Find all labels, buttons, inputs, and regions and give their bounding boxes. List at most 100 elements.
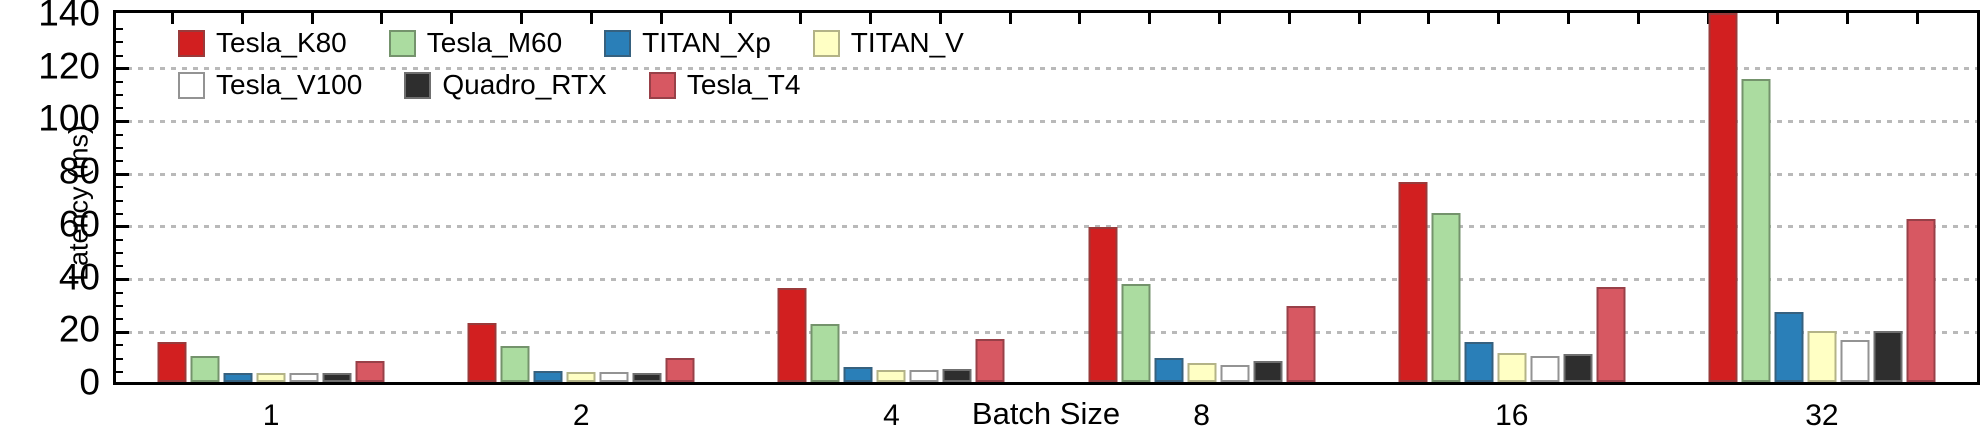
top-axis-tick: [1916, 13, 1919, 24]
y-minor-tick: [116, 304, 123, 307]
bar-group-batch-2: [467, 322, 695, 382]
top-axis-tick: [1636, 13, 1640, 24]
y-minor-tick: [116, 80, 123, 83]
x-axis-title: Batch Size: [971, 396, 1121, 431]
bar-titan_v-batch-32: [1807, 330, 1837, 382]
bar-titan_v-batch-1: [256, 373, 286, 382]
y-minor-tick: [116, 133, 123, 136]
y-tick-label-60: 60: [58, 203, 100, 245]
bar-tesla_t4-batch-32: [1906, 218, 1936, 382]
bar-titan_v-batch-2: [566, 372, 596, 382]
y-minor-tick: [116, 265, 123, 268]
bar-tesla_k80-batch-4: [777, 288, 807, 382]
bar-tesla_v100-batch-4: [909, 369, 939, 382]
top-axis-tick: [1497, 13, 1501, 24]
bar-quadro_rtx-batch-4: [942, 368, 972, 382]
bar-quadro_rtx-batch-32: [1873, 330, 1903, 382]
bar-tesla_k80-batch-8: [1088, 226, 1118, 382]
plot-area: Latency (ms) Tesla_K80 Tesla_M60 TITAN_Xp T…: [64, 10, 1980, 385]
legend: Tesla_K80 Tesla_M60 TITAN_Xp TITAN_V Tesla_V…: [178, 27, 964, 101]
top-axis-tick: [799, 13, 803, 24]
legend-item-titan_xp: TITAN_Xp: [604, 27, 771, 59]
bar-tesla_m60-batch-4: [810, 324, 840, 382]
y-tick-label-0: 0: [79, 361, 100, 403]
bar-group-batch-32: [1708, 13, 1936, 382]
bar-tesla_m60-batch-8: [1121, 284, 1151, 382]
legend-row-1: Tesla_K80 Tesla_M60 TITAN_Xp TITAN_V: [178, 27, 964, 59]
top-axis-tick: [1218, 13, 1221, 24]
y-minor-tick: [116, 212, 123, 215]
top-axis-tick: [240, 13, 244, 24]
legend-row-2: Tesla_V100 Quadro_RTX Tesla_T4: [178, 69, 964, 101]
top-axis-tick: [729, 13, 733, 24]
legend-swatch-tesla_v100: [178, 71, 205, 99]
bar-tesla_k80-batch-16: [1398, 181, 1428, 382]
bar-titan_xp-batch-2: [533, 370, 563, 382]
x-tick-label-4: 4: [883, 399, 900, 432]
legend-label-quadro_rtx: Quadro_RTX: [442, 69, 607, 100]
bar-titan_xp-batch-32: [1774, 312, 1804, 382]
legend-swatch-tesla_t4: [648, 71, 676, 99]
gridline-40: [116, 278, 1977, 282]
top-axis-tick: [1706, 13, 1710, 24]
top-axis-tick: [869, 13, 872, 24]
gridline-20: [116, 330, 1977, 334]
bar-tesla_v100-batch-2: [599, 371, 629, 382]
y-minor-tick: [116, 94, 123, 97]
legend-item-tesla_k80: Tesla_K80: [178, 27, 347, 59]
gridline-100: [116, 119, 1977, 123]
y-minor-tick: [116, 28, 123, 31]
top-axis-tick: [1287, 13, 1291, 24]
y-major-tick: [116, 172, 129, 176]
y-major-tick: [116, 225, 129, 229]
y-tick-label-40: 40: [58, 256, 100, 298]
y-major-tick: [116, 278, 129, 282]
y-minor-tick: [116, 41, 123, 44]
y-minor-tick: [116, 146, 123, 149]
bar-group-batch-16: [1398, 181, 1626, 382]
bar-titan_xp-batch-8: [1154, 357, 1184, 382]
top-axis-tick: [1846, 13, 1850, 24]
legend-label-titan_xp: TITAN_Xp: [642, 27, 771, 58]
y-tick-label-140: 140: [38, 0, 100, 34]
bar-quadro_rtx-batch-16: [1563, 353, 1593, 382]
top-axis-tick: [380, 13, 384, 24]
y-minor-tick: [116, 159, 123, 162]
bar-tesla_m60-batch-2: [500, 346, 530, 382]
bar-tesla_m60-batch-1: [190, 355, 220, 382]
y-major-tick: [116, 119, 129, 123]
bar-quadro_rtx-batch-8: [1253, 360, 1283, 382]
bar-tesla_t4-batch-2: [665, 357, 695, 382]
legend-item-titan_v: TITAN_V: [812, 27, 964, 59]
bar-tesla_v100-batch-1: [289, 372, 319, 382]
top-axis-tick: [1567, 13, 1570, 24]
bar-tesla_m60-batch-32: [1741, 78, 1771, 382]
bar-tesla_k80-batch-32: [1708, 13, 1738, 382]
y-minor-tick: [116, 107, 123, 110]
bar-titan_v-batch-4: [876, 370, 906, 382]
y-minor-tick: [116, 357, 123, 360]
legend-label-tesla_v100: Tesla_V100: [216, 69, 363, 100]
bar-titan_v-batch-8: [1187, 362, 1217, 382]
y-minor-tick: [116, 54, 123, 57]
y-tick-label-20: 20: [58, 308, 100, 350]
x-tick-label-16: 16: [1495, 399, 1529, 432]
bar-tesla_k80-batch-2: [467, 322, 497, 382]
bar-group-batch-1: [157, 342, 385, 382]
top-axis-tick: [1008, 13, 1012, 24]
legend-swatch-quadro_rtx: [404, 71, 432, 99]
y-minor-tick: [116, 186, 123, 189]
y-tick-label-120: 120: [38, 45, 100, 87]
top-axis-tick: [1776, 13, 1780, 24]
y-minor-tick: [116, 344, 123, 347]
bar-tesla_v100-batch-8: [1220, 365, 1250, 382]
legend-item-quadro_rtx: Quadro_RTX: [404, 69, 607, 101]
legend-swatch-tesla_k80: [178, 29, 205, 57]
top-axis-tick: [310, 13, 314, 24]
bar-tesla_v100-batch-32: [1840, 339, 1870, 382]
legend-item-tesla_t4: Tesla_T4: [648, 69, 800, 101]
gridline-80: [116, 172, 1977, 176]
y-minor-tick: [116, 199, 123, 202]
legend-label-titan_v: TITAN_V: [850, 27, 964, 58]
y-minor-tick: [116, 239, 123, 242]
